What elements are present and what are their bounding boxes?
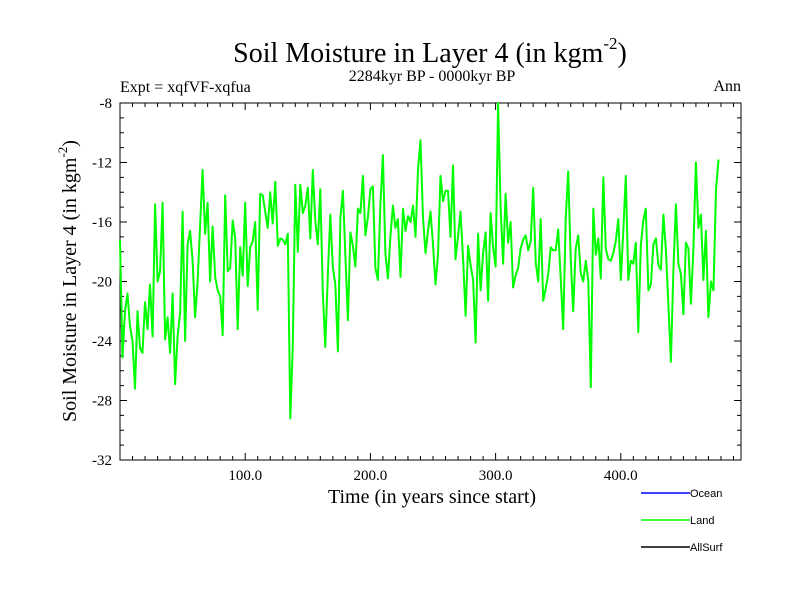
x-tick-label: 300.0 xyxy=(479,468,513,484)
y-tick-label: -12 xyxy=(92,156,112,172)
chart-title-close: ) xyxy=(618,38,627,69)
x-tick-label: 400.0 xyxy=(604,468,638,484)
legend: Ocean Land AllSurf xyxy=(641,488,723,554)
chart-title-main: Soil Moisture in Layer 4 (in kgm xyxy=(233,38,603,69)
series-line-land xyxy=(119,102,720,420)
season-label: Ann xyxy=(713,78,741,95)
chart-title: Soil Moisture in Layer 4 (in kgm-2) xyxy=(233,34,627,69)
y-tick-label: -20 xyxy=(92,275,112,291)
y-tick-labels: -8 -12 -16 -20 -24 -28 -32 xyxy=(92,96,112,469)
x-tick-label: 100.0 xyxy=(228,468,262,484)
legend-label-allsurf: AllSurf xyxy=(690,542,723,554)
expt-label: Expt = xqfVF-xqfua xyxy=(120,79,251,96)
chart-title-exponent: -2 xyxy=(603,34,617,53)
y-tick-label: -32 xyxy=(92,453,112,469)
y-axis-label-main: Soil Moisture in Layer 4 (in kgm xyxy=(59,157,81,422)
x-tick-label: 200.0 xyxy=(354,468,388,484)
legend-label-ocean: Ocean xyxy=(690,488,722,500)
y-tick-label: -8 xyxy=(100,96,113,112)
y-axis-label: Soil Moisture in Layer 4 (in kgm-2) xyxy=(55,140,81,422)
y-tick-label: -28 xyxy=(92,394,112,410)
y-axis-label-close: ) xyxy=(59,140,81,147)
x-tick-labels: 100.0 200.0 300.0 400.0 xyxy=(228,468,637,484)
axis-ticks xyxy=(120,102,741,461)
chart-subtitle: 2284kyr BP - 0000kyr BP xyxy=(349,68,516,85)
y-tick-label: -24 xyxy=(92,334,112,350)
x-axis-label: Time (in years since start) xyxy=(328,486,536,508)
y-axis-label-exponent: -2 xyxy=(55,147,70,158)
y-tick-label: -16 xyxy=(92,215,112,231)
legend-label-land: Land xyxy=(690,515,714,527)
